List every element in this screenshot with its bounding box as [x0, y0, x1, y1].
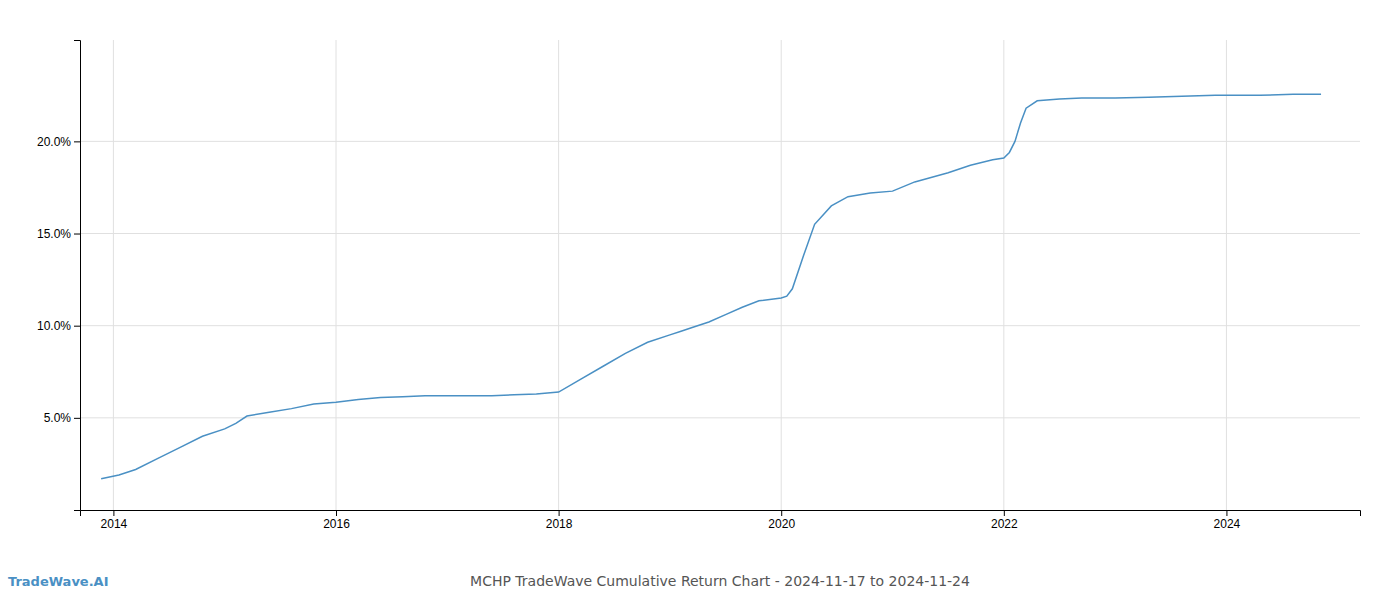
y-axis-line — [74, 41, 81, 511]
grid-line-y — [80, 325, 1360, 326]
y-axis: 5.0% 10.0% 15.0% 20.0% — [37, 41, 81, 511]
y-tick-label: 20.0% — [37, 135, 71, 149]
grid-line-x — [781, 40, 782, 510]
grid-line-x — [113, 40, 114, 510]
grid-line-x — [336, 40, 337, 510]
y-tick: 15.0% — [37, 227, 80, 241]
x-tick-label: 2014 — [101, 517, 128, 531]
plot: 2014 2016 2018 2020 2022 2024 5.0% 10.0% 15.0% 20… — [37, 40, 1361, 531]
x-tick-mark — [781, 510, 782, 516]
annotation: TradeWave.AI — [8, 574, 109, 589]
grid-line-y — [80, 417, 1360, 418]
grid-line-y — [80, 141, 1360, 142]
y-tick-label: 10.0% — [37, 319, 71, 333]
x-tick-mark — [1004, 510, 1005, 516]
x-tick-mark — [336, 510, 337, 516]
x-tick-label: 2024 — [1214, 517, 1241, 531]
x-tick: 2018 — [546, 510, 573, 531]
x-tick-mark — [113, 510, 114, 516]
x-tick: 2016 — [323, 510, 350, 531]
grid-line-x — [558, 40, 559, 510]
y-tick-label: 15.0% — [37, 227, 71, 241]
x-tick: 2014 — [101, 510, 128, 531]
x-tick-label: 2022 — [991, 517, 1018, 531]
line — [101, 94, 1321, 478]
grid — [80, 40, 1360, 510]
x-tick-label: 2016 — [323, 517, 350, 531]
grid-line-x — [1003, 40, 1004, 510]
y-tick-mark — [74, 326, 80, 327]
y-tick: 10.0% — [37, 319, 80, 333]
grid-line-x — [1226, 40, 1227, 510]
x-tick: 2024 — [1214, 510, 1241, 531]
y-tick-mark — [74, 141, 80, 142]
y-tick: 20.0% — [37, 135, 80, 149]
x-axis-line — [81, 511, 1361, 517]
chart: 2014 2016 2018 2020 2022 2024 5.0% 10.0% 15.0% 20… — [0, 0, 1400, 600]
y-tick: 5.0% — [44, 411, 80, 425]
y-tick-mark — [74, 234, 80, 235]
title: MCHP TradeWave Cumulative Return Chart -… — [470, 573, 970, 589]
x-tick-label: 2018 — [546, 517, 573, 531]
x-tick: 2020 — [768, 510, 795, 531]
marks — [101, 94, 1321, 478]
grid-line-y — [80, 233, 1360, 234]
y-tick-mark — [74, 418, 80, 419]
y-tick-label: 5.0% — [44, 411, 72, 425]
x-tick-mark — [1226, 510, 1227, 516]
x-axis: 2014 2016 2018 2020 2022 2024 — [81, 510, 1361, 531]
x-tick: 2022 — [991, 510, 1018, 531]
x-tick-label: 2020 — [768, 517, 795, 531]
x-tick-mark — [559, 510, 560, 516]
